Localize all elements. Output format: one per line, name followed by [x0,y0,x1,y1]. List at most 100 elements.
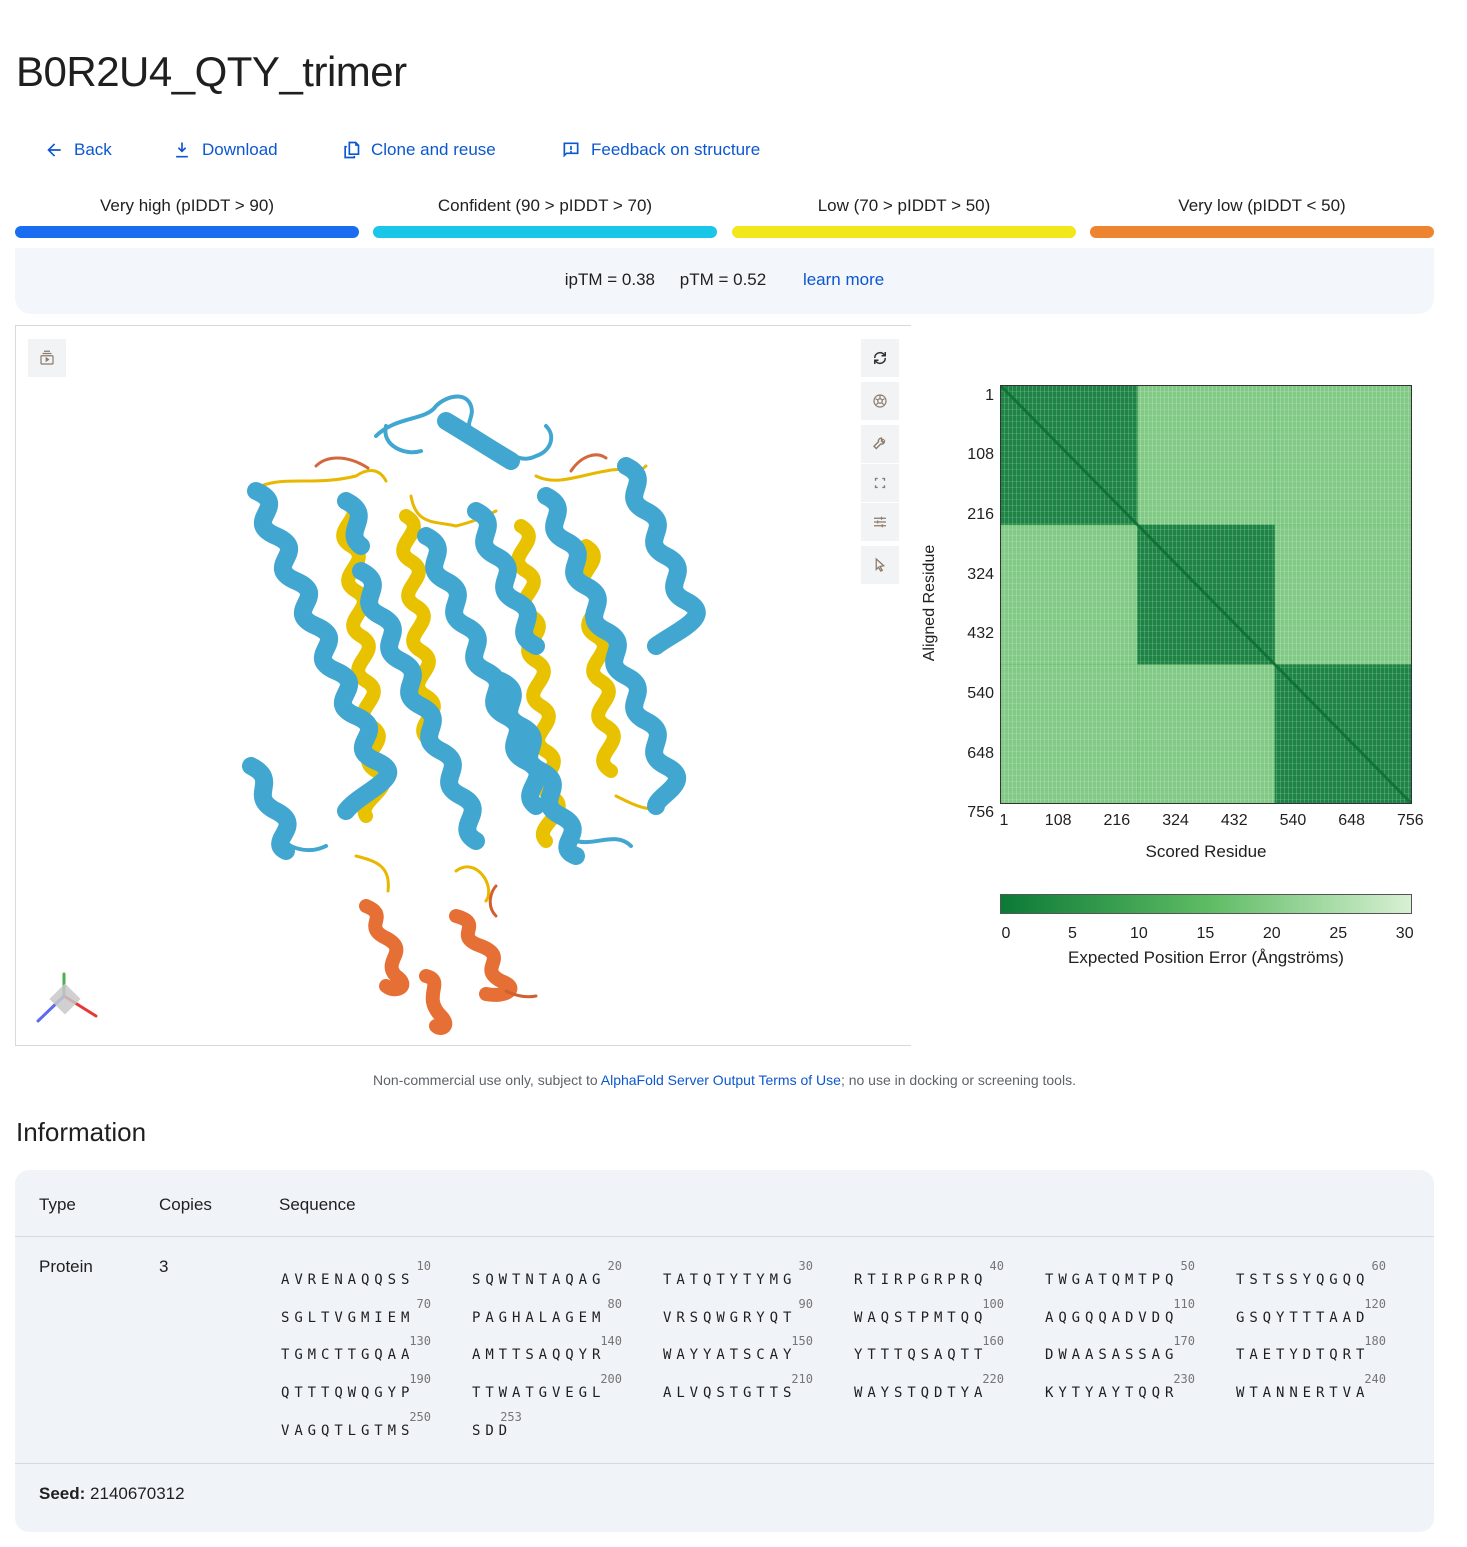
back-label: Back [74,140,112,159]
pae-x-tick-label: 648 [1338,812,1365,829]
structure-viewer[interactable] [15,325,911,1046]
pae-x-tick-label: 540 [1279,812,1307,829]
header-type: Type [39,1195,76,1214]
sequence-position: 40 [989,1259,1004,1273]
sequence-residues: SDD [472,1422,512,1439]
snapshot-button[interactable] [28,339,66,377]
colorbar-tick-label: 20 [1262,925,1281,942]
settings-sliders-icon [874,516,886,528]
sequence-block: 20 SQWTNTAQAG [472,1260,622,1288]
sequence-position: 253 [500,1409,522,1424]
reset-view-button[interactable] [861,339,899,377]
colorbar-tick-label: 25 [1329,925,1348,942]
feedback-label: Feedback on structure [591,140,761,159]
pae-x-axis-label: Scored Residue [1145,842,1267,861]
sequence-residues: AMTTSAQQYR [472,1347,606,1364]
colorbar-tick-label: 30 [1395,925,1414,942]
sequence-block: 140 AMTTSAQQYR [472,1335,622,1363]
sequence-block: 253 SDD [472,1411,622,1439]
legend-low-label: Low (70 > pIDDT > 50) [817,196,991,215]
sequence-position: 50 [1180,1259,1195,1273]
sequence-block: 170 DWAASASSAG [1045,1335,1195,1363]
seed-label: Seed: [39,1484,86,1503]
sequence-position: 250 [409,1409,431,1424]
terms-suffix: ; no use in docking or screening tools. [840,1072,1076,1088]
legend-confident-bar [373,226,717,238]
sequence-position: 220 [982,1372,1004,1387]
fullscreen-icon [874,477,886,489]
sequence-block: 100 WAQSTPMTQQ [854,1298,1004,1326]
confidence-metrics: ipTM = 0.38 pTM = 0.52 learn more [15,248,1434,314]
ptm-value: pTM = 0.52 [679,270,767,289]
sequence-position: 90 [798,1296,813,1311]
sequence-block: 150 WAYYATSCAY [663,1335,813,1363]
iptm-value: ipTM = 0.38 [564,270,656,289]
sequence-residues: QTTTQWQGYP [281,1385,415,1402]
clone-label: Clone and reuse [371,140,496,159]
download-icon [176,142,188,158]
pae-diagonal [1000,385,1412,804]
sequence-position: 120 [1364,1296,1386,1311]
page-title: B0R2U4_QTY_trimer [16,48,407,95]
pae-x-tick-label: 108 [1044,812,1072,829]
clone-button[interactable]: Clone and reuse [341,136,496,164]
seed-value: 2140670312 [90,1484,185,1503]
sequence-residues: RTIRPGRPRQ [854,1272,988,1288]
pae-y-tick-label: 540 [967,684,994,702]
sequence-residues: TSTSSYQGQQ [1236,1272,1370,1288]
sequence-position: 190 [409,1372,431,1387]
terms-link[interactable]: AlphaFold Server Output Terms of Use [600,1072,841,1088]
sequence-residues: WAYSTQDTYA [854,1385,988,1402]
header-sequence: Sequence [279,1195,356,1214]
fullscreen-button[interactable] [861,464,899,502]
pae-x-tick-label: 324 [1162,812,1189,829]
sequence-position: 230 [1173,1372,1195,1387]
sequence-position: 180 [1364,1334,1386,1349]
legend-low-bar [732,226,1076,238]
legend-very-high-bar [15,226,359,238]
pae-heatmap [1000,385,1412,804]
sequence-position: 60 [1371,1259,1386,1273]
sequence-position: 170 [1173,1334,1195,1349]
terms-prefix: Non-commercial use only, subject to [373,1072,601,1088]
sequence-residues: WAYYATSCAY [663,1347,797,1364]
sequence-position: 140 [600,1334,622,1349]
entity-copies: 3 [159,1257,169,1276]
sequence-position: 10 [416,1259,431,1273]
sequence-residues: WTANNERTVA [1236,1385,1370,1402]
arrow-back-icon [47,143,61,157]
sequence-residues: WAQSTPMTQQ [854,1309,988,1326]
sequence-position: 100 [982,1296,1004,1311]
sequence-position: 20 [607,1259,622,1273]
sequence-position: 70 [416,1296,431,1311]
camera-icon [873,394,887,408]
feedback-button[interactable]: Feedback on structure [561,136,760,164]
sequence-residues: ALVQSTGTTS [663,1385,797,1402]
sequence-block: 190 QTTTQWQGYP [281,1373,431,1401]
snapshot-icon [40,350,54,365]
sequence-block: 10 AVRENAQQSS [281,1260,431,1288]
sequence-residues: SGLTVGMIEM [281,1309,415,1326]
back-button[interactable]: Back [44,136,112,164]
tools-button[interactable] [861,425,899,463]
sequence-block: 210 ALVQSTGTTS [663,1373,813,1401]
learn-more-link[interactable]: learn more [802,270,885,289]
camera-button[interactable] [861,382,899,420]
download-button[interactable]: Download [172,136,278,164]
legend-very-high-label: Very high (pIDDT > 90) [99,196,275,215]
pae-y-tick-label: 756 [967,804,994,822]
select-mode-button[interactable] [861,546,899,584]
feedback-icon [563,142,579,158]
sequence-residues: VRSQWGRYQT [663,1309,797,1326]
settings-button[interactable] [861,503,899,541]
sequence-block: 130 TGMCTTGQAA [281,1335,431,1363]
sequence-residues: KYTYAYTQQR [1045,1385,1179,1402]
sequence-block: 70 SGLTVGMIEM [281,1298,431,1326]
colorbar-tick-label: 0 [1001,925,1011,942]
sequence-position: 160 [982,1334,1004,1349]
sequence-block: 30 TATQTYTYMG [663,1260,813,1288]
sequence-block: 180 TAETYDTQRT [1236,1335,1386,1363]
sequence-residues: YTTTQSAQTT [854,1347,988,1364]
sequence-block: 110 AQGQQADVDQ [1045,1298,1195,1326]
colorbar-tick-label: 15 [1196,925,1215,942]
